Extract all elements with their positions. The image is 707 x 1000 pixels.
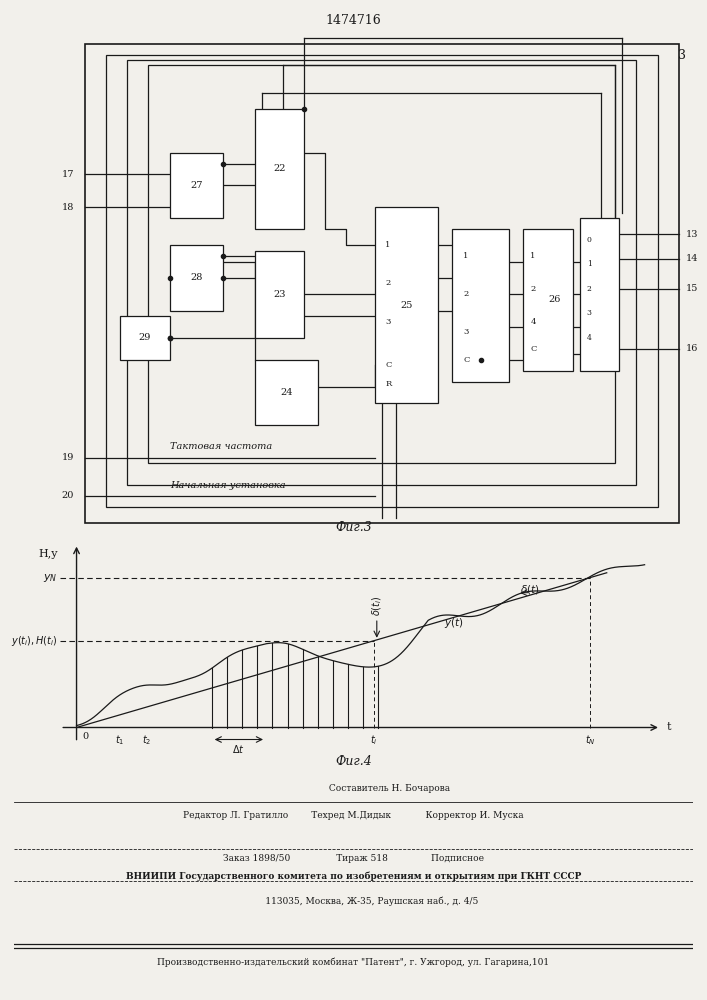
Text: 1: 1 [385,241,391,249]
Text: $t_1$: $t_1$ [115,733,124,747]
Text: 0: 0 [587,236,592,244]
Text: 2: 2 [385,279,390,287]
Text: 16: 16 [686,344,699,353]
Text: 0: 0 [82,732,88,741]
Text: 2: 2 [530,285,535,293]
Text: 15: 15 [686,284,699,293]
Bar [255,360,318,425]
Bar [148,65,615,463]
Text: 23: 23 [273,290,286,299]
Text: 3: 3 [385,318,391,326]
Text: 1: 1 [587,260,592,268]
Text: $\delta(t)$: $\delta(t)$ [520,583,539,596]
Text: 19: 19 [62,453,74,462]
Text: ВНИИПИ Государственного комитета по изобретениям и открытиям при ГКНТ СССР: ВНИИПИ Государственного комитета по изоб… [126,872,581,881]
Bar [255,109,304,229]
Bar [170,153,223,218]
Bar [523,229,573,371]
Text: Начальная установка: Начальная установка [170,481,286,490]
Text: $y_N$: $y_N$ [43,572,57,584]
Text: 3: 3 [587,309,592,317]
Bar [375,207,438,403]
Bar [452,229,509,381]
Text: 4: 4 [587,334,592,342]
Bar [85,44,679,523]
Text: 4: 4 [530,318,536,326]
Text: 17: 17 [62,170,74,179]
Text: Заказ 1898/50                Тираж 518               Подписное: Заказ 1898/50 Тираж 518 Подписное [223,854,484,863]
Text: 3: 3 [463,328,469,336]
Text: 24: 24 [280,388,293,397]
Text: Производственно-издательский комбинат "Патент", г. Ужгород, ул. Гагарина,101: Производственно-издательский комбинат "П… [158,957,549,967]
Text: 26: 26 [549,295,561,304]
Text: 1: 1 [530,252,536,260]
Text: $\delta(t_i)$: $\delta(t_i)$ [370,596,384,616]
Bar [106,54,658,507]
Text: 113035, Москва, Ж-35, Раушская наб., д. 4/5: 113035, Москва, Ж-35, Раушская наб., д. … [228,896,479,906]
Text: $t_2$: $t_2$ [142,733,151,747]
Text: 1: 1 [463,252,469,260]
Text: Фиг.4: Фиг.4 [335,755,372,768]
Text: H,y: H,y [38,549,57,559]
Text: R: R [385,380,392,388]
Text: t: t [666,722,671,732]
Text: C: C [530,345,537,353]
Bar [170,245,223,311]
Text: Редактор Л. Гратилло        Техред М.Дидык            Корректор И. Муска: Редактор Л. Гратилло Техред М.Дидык Корр… [183,811,524,820]
Bar [580,218,619,371]
Text: 22: 22 [273,164,286,173]
Bar [127,60,636,485]
Text: 2: 2 [463,290,468,298]
Text: 27: 27 [190,181,202,190]
Text: 28: 28 [190,273,202,282]
Text: 25: 25 [400,301,413,310]
Bar [255,251,304,338]
Text: 2: 2 [587,285,592,293]
Text: C: C [385,361,392,369]
Text: $y(t)$: $y(t)$ [445,616,464,630]
Text: 3: 3 [678,49,686,62]
Text: $y(t_i), H(t_i)$: $y(t_i), H(t_i)$ [11,634,57,648]
Text: 29: 29 [139,333,151,342]
Text: 20: 20 [62,491,74,500]
Text: Тактовая частота: Тактовая частота [170,442,272,451]
Text: $t_i$: $t_i$ [370,733,378,747]
Text: C: C [463,356,469,364]
Text: 1474716: 1474716 [326,14,381,27]
Text: 13: 13 [686,230,699,239]
Text: 14: 14 [686,254,699,263]
Bar [120,316,170,360]
Text: Составитель Н. Бочарова: Составитель Н. Бочарова [257,784,450,793]
Text: $\Delta t$: $\Delta t$ [233,743,245,755]
Text: Фиг.3: Фиг.3 [335,521,372,534]
Text: $t_N$: $t_N$ [585,733,596,747]
Text: 18: 18 [62,203,74,212]
